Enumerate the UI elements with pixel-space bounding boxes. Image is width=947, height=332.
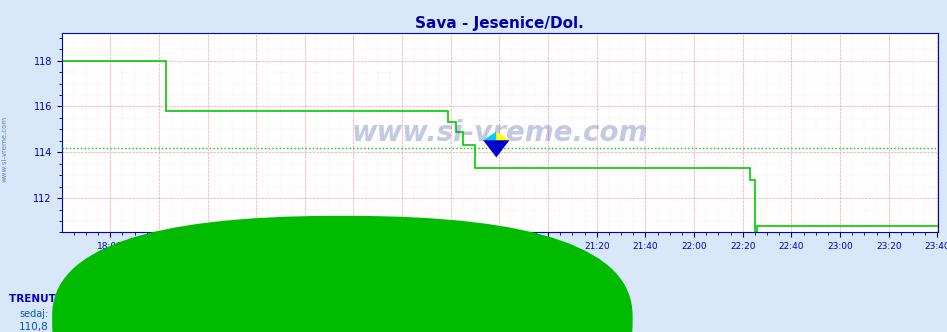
Text: 118,1: 118,1 (213, 322, 243, 332)
Text: zadnji dan / 5 minut.: zadnji dan / 5 minut. (420, 260, 527, 270)
Text: 114,2: 114,2 (147, 322, 177, 332)
Text: www.si-vreme.com: www.si-vreme.com (2, 116, 8, 183)
Text: TRENUTNE VREDNOSTI (polna črta):: TRENUTNE VREDNOSTI (polna črta): (9, 294, 221, 304)
Text: maks.:: maks.: (213, 309, 245, 319)
Text: min.:: min.: (80, 309, 105, 319)
Polygon shape (483, 140, 509, 157)
Polygon shape (496, 132, 509, 149)
Text: www.si-vreme.com: www.si-vreme.com (351, 119, 648, 147)
Text: 110,8: 110,8 (19, 322, 48, 332)
Text: Sava - Jesenice/Dol.: Sava - Jesenice/Dol. (341, 309, 456, 319)
Text: sedaj:: sedaj: (19, 309, 48, 319)
Text: Meritve: povprečne  Enote: metrične  Črta: povprečje: Meritve: povprečne Enote: metrične Črta:… (334, 276, 613, 288)
Text: 110,8: 110,8 (80, 322, 110, 332)
Title: Sava - Jesenice/Dol.: Sava - Jesenice/Dol. (415, 16, 584, 31)
Text: Slovenija / reke in morje.: Slovenija / reke in morje. (408, 244, 539, 254)
Polygon shape (483, 132, 496, 149)
Text: pretok[m3/s]: pretok[m3/s] (352, 322, 423, 332)
Text: povpr.:: povpr.: (147, 309, 180, 319)
